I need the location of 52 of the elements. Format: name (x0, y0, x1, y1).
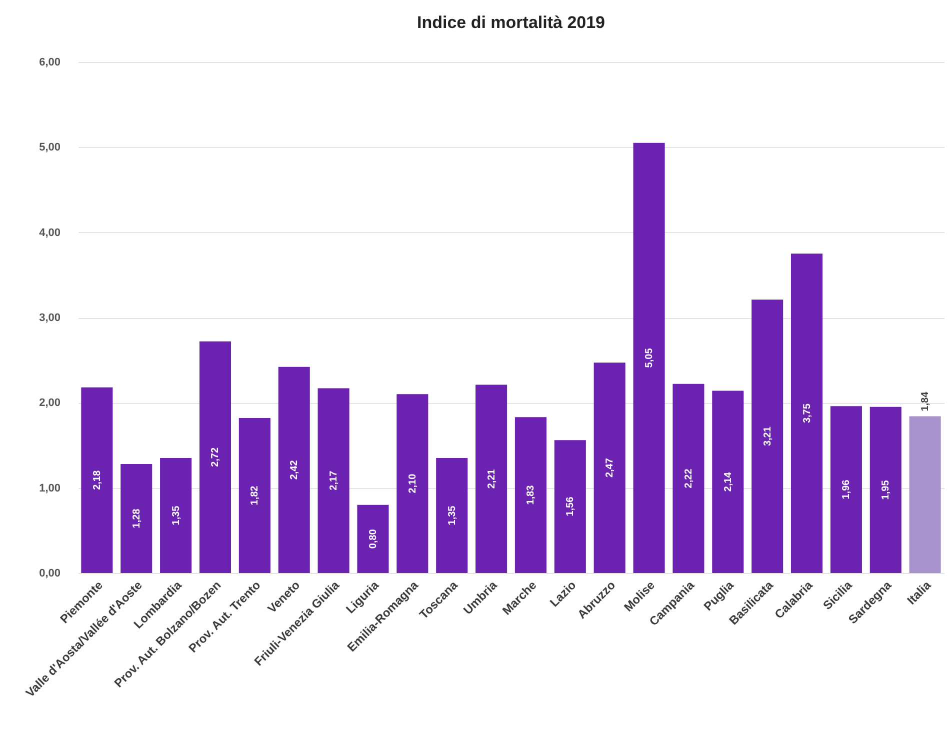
data-label: 3,75 (802, 403, 813, 424)
bar (672, 384, 704, 573)
data-label: 2,72 (210, 447, 222, 467)
bar (909, 416, 941, 573)
y-tick-label: 4,00 (39, 226, 60, 239)
bar (790, 254, 823, 573)
bar (120, 464, 152, 573)
bar (396, 394, 428, 573)
bar (476, 384, 508, 573)
data-label: 3,21 (762, 426, 774, 446)
data-label: 0,80 (368, 528, 379, 549)
data-label: 1,95 (880, 480, 892, 500)
bar (554, 440, 586, 573)
bar (633, 142, 665, 573)
data-label: 5,05 (644, 348, 656, 368)
data-label: 2,42 (289, 460, 300, 480)
data-label: 1,83 (526, 484, 537, 505)
data-label: 2,14 (722, 472, 734, 492)
bar (238, 418, 270, 573)
bar (712, 390, 744, 573)
data-label: 1,56 (565, 496, 576, 516)
y-tick-label: 1,00 (39, 482, 60, 494)
bar (81, 387, 113, 573)
data-label: 2,47 (604, 458, 616, 478)
data-label: 2,18 (92, 470, 103, 490)
bar (752, 300, 784, 573)
bar (514, 417, 546, 573)
y-tick-label: 6,00 (39, 56, 60, 68)
data-label: 1,35 (170, 505, 182, 526)
data-label: 1,35 (446, 505, 458, 526)
y-tick-label: 3,00 (39, 312, 60, 324)
data-label: 1,84 (920, 391, 932, 412)
data-label: 1,82 (250, 485, 261, 506)
bar (318, 388, 350, 573)
bar (278, 366, 310, 573)
y-tick-label: 2,00 (39, 397, 60, 410)
data-label: 2,17 (328, 470, 340, 490)
bar (436, 458, 468, 573)
bar (160, 458, 192, 573)
chart-title: Indice di mortalità 2019 (416, 13, 606, 32)
data-label: 2,10 (407, 473, 418, 494)
bar (870, 406, 902, 573)
data-label: 1,96 (841, 479, 852, 500)
data-label: 2,21 (486, 468, 498, 489)
data-label: 1,28 (131, 508, 142, 528)
bar (830, 406, 862, 573)
data-label: 2,22 (683, 468, 694, 488)
bar (357, 504, 389, 573)
bar (199, 341, 232, 573)
bar (594, 362, 626, 573)
y-tick-label: 5,00 (39, 142, 60, 154)
y-tick-label: 0,00 (39, 568, 60, 580)
